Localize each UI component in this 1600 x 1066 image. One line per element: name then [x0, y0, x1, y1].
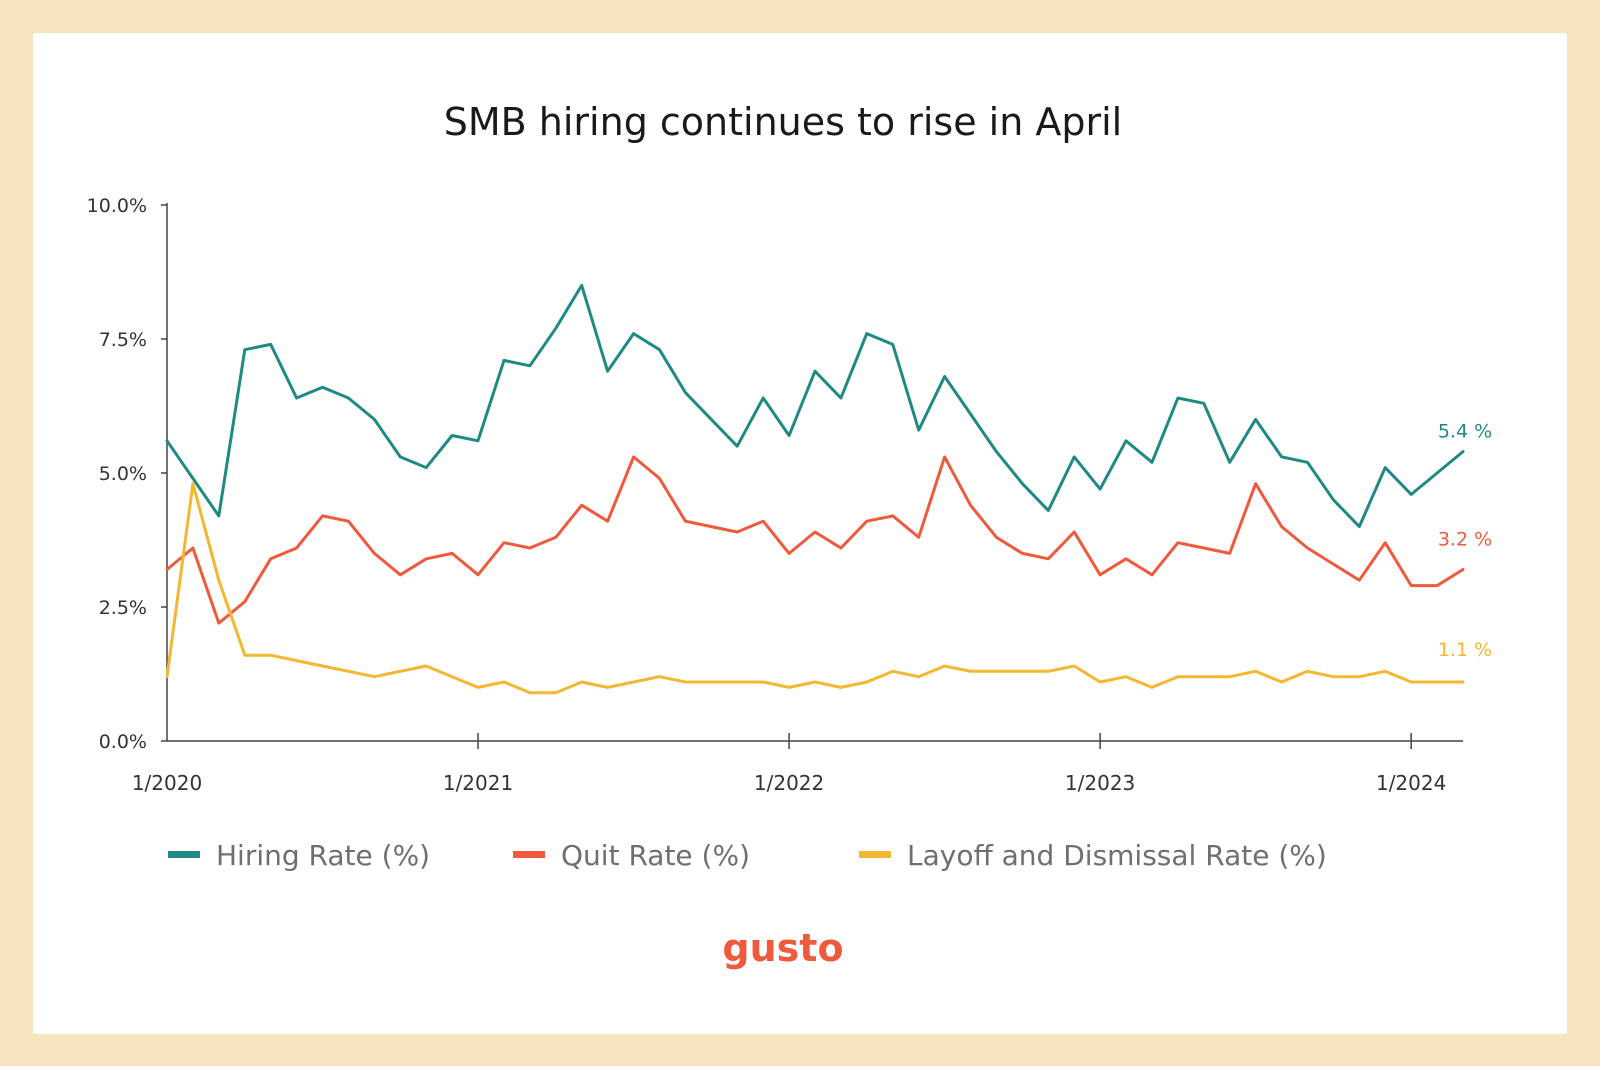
series-line-3 [165, 482, 1465, 695]
legend-label: Layoff and Dismissal Rate (%) [907, 839, 1327, 872]
y-tick-label: 0.0% [99, 731, 147, 753]
x-tick-label: 1/2022 [754, 771, 824, 795]
series-line-1 [165, 283, 1465, 529]
x-tick-label: 1/2024 [1376, 771, 1446, 795]
y-tick-label: 2.5% [99, 597, 147, 619]
end-value-label: 1.1 % [1438, 639, 1492, 661]
x-tick-label: 1/2020 [132, 771, 202, 795]
legend-label: Hiring Rate (%) [216, 839, 430, 872]
end-value-label: 3.2 % [1438, 528, 1492, 550]
chart-card: SMB hiring continues to rise in April 0.… [33, 33, 1567, 1034]
x-tick-label: 1/2023 [1065, 771, 1135, 795]
end-labels: 5.4 % 3.2 % 1.1 % [1438, 421, 1492, 661]
legend-swatch [859, 851, 891, 858]
line-chart: SMB hiring continues to rise in April 0.… [87, 100, 1493, 970]
end-value-label: 5.4 % [1438, 421, 1492, 443]
chart-title: SMB hiring continues to rise in April [444, 100, 1123, 144]
y-tick-label: 7.5% [99, 329, 147, 351]
legend: Hiring Rate (%) Quit Rate (%) Layoff and D… [168, 839, 1327, 872]
legend-swatch [168, 851, 200, 858]
series-lines [165, 283, 1465, 695]
legend-swatch [513, 851, 545, 858]
legend-label: Quit Rate (%) [561, 839, 750, 872]
x-tick-group: 1/2020 1/2021 1/2022 1/2023 1/2024 [132, 733, 1446, 795]
chart-axes [166, 203, 1463, 742]
y-tick-group: 0.0% 2.5% 5.0% 7.5% 10.0% [87, 195, 167, 753]
y-tick-label: 10.0% [87, 195, 147, 217]
series-line-2 [165, 455, 1465, 625]
gusto-logo: gusto [722, 926, 843, 970]
x-tick-label: 1/2021 [443, 771, 513, 795]
y-tick-label: 5.0% [99, 463, 147, 485]
